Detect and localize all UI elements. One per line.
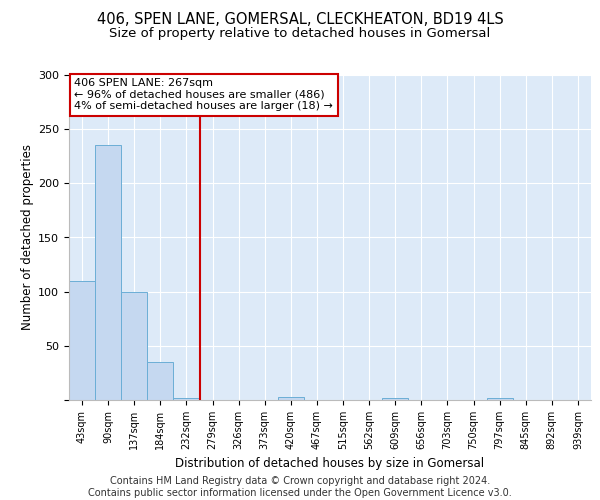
Bar [173,398,199,400]
Text: Contains HM Land Registry data © Crown copyright and database right 2024.
Contai: Contains HM Land Registry data © Crown c… [88,476,512,498]
Text: Size of property relative to detached houses in Gomersal: Size of property relative to detached ho… [109,28,491,40]
Bar [382,398,409,400]
Bar [95,146,121,400]
Bar [121,292,148,400]
Text: 406 SPEN LANE: 267sqm
← 96% of detached houses are smaller (486)
4% of semi-deta: 406 SPEN LANE: 267sqm ← 96% of detached … [74,78,333,112]
X-axis label: Distribution of detached houses by size in Gomersal: Distribution of detached houses by size … [175,458,485,470]
Bar [69,281,95,400]
Bar [278,397,304,400]
Bar [148,362,173,400]
Bar [487,398,513,400]
Text: 406, SPEN LANE, GOMERSAL, CLECKHEATON, BD19 4LS: 406, SPEN LANE, GOMERSAL, CLECKHEATON, B… [97,12,503,28]
Y-axis label: Number of detached properties: Number of detached properties [21,144,34,330]
